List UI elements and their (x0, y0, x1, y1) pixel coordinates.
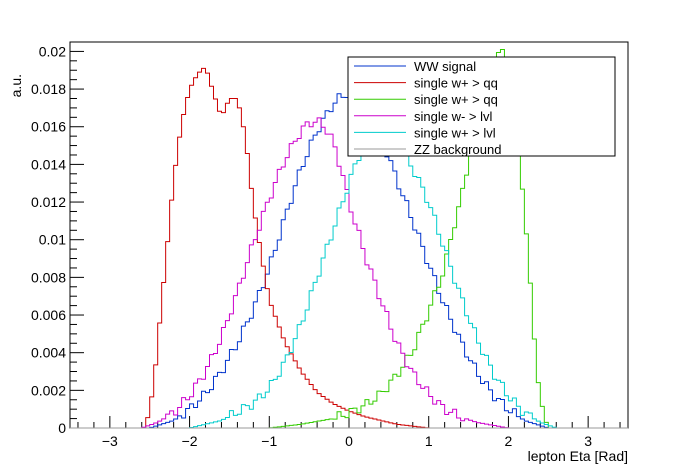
x-tick-label: −1 (261, 433, 277, 449)
x-axis-label: lepton Eta [Rad] (528, 448, 628, 464)
series-3-line (141, 117, 509, 429)
x-axis-ticks: −3 −2 −1 0 1 2 3 (77, 416, 621, 449)
y-tick-label: 0.018 (31, 81, 66, 97)
legend-label: WW signal (414, 59, 476, 74)
y-tick-label: 0 (58, 420, 66, 436)
x-tick-label: −2 (182, 433, 198, 449)
x-tick-label: −3 (102, 433, 118, 449)
legend-label: single w+ > qq (414, 76, 498, 91)
legend-label: ZZ background (414, 142, 501, 157)
series-2-line (268, 49, 549, 429)
x-tick-label: 1 (425, 433, 433, 449)
series-1-line (145, 67, 430, 429)
y-tick-label: 0.004 (31, 345, 66, 361)
x-tick-label: 3 (584, 433, 592, 449)
legend-label: single w- > lvl (414, 109, 492, 124)
y-tick-label: 0.016 (31, 119, 66, 135)
y-tick-label: 0.006 (31, 307, 66, 323)
x-tick-label: 2 (505, 433, 513, 449)
legend-label: single w+ > qq (414, 92, 498, 107)
y-axis-label: a.u. (8, 74, 24, 97)
y-tick-label: 0.012 (31, 194, 66, 210)
y-tick-label: 0.01 (39, 232, 66, 248)
legend-label: single w+ > lvl (414, 125, 496, 140)
y-tick-label: 0.008 (31, 269, 66, 285)
y-tick-label: 0.014 (31, 156, 66, 172)
y-tick-label: 0.002 (31, 382, 66, 398)
y-tick-label: 0.02 (39, 43, 66, 59)
legend-box (347, 56, 616, 157)
y-axis-ticks: 0 0.002 0.004 0.006 0.008 0.01 0.012 0.014 0.016… (31, 43, 84, 436)
x-tick-label: 0 (345, 433, 353, 449)
